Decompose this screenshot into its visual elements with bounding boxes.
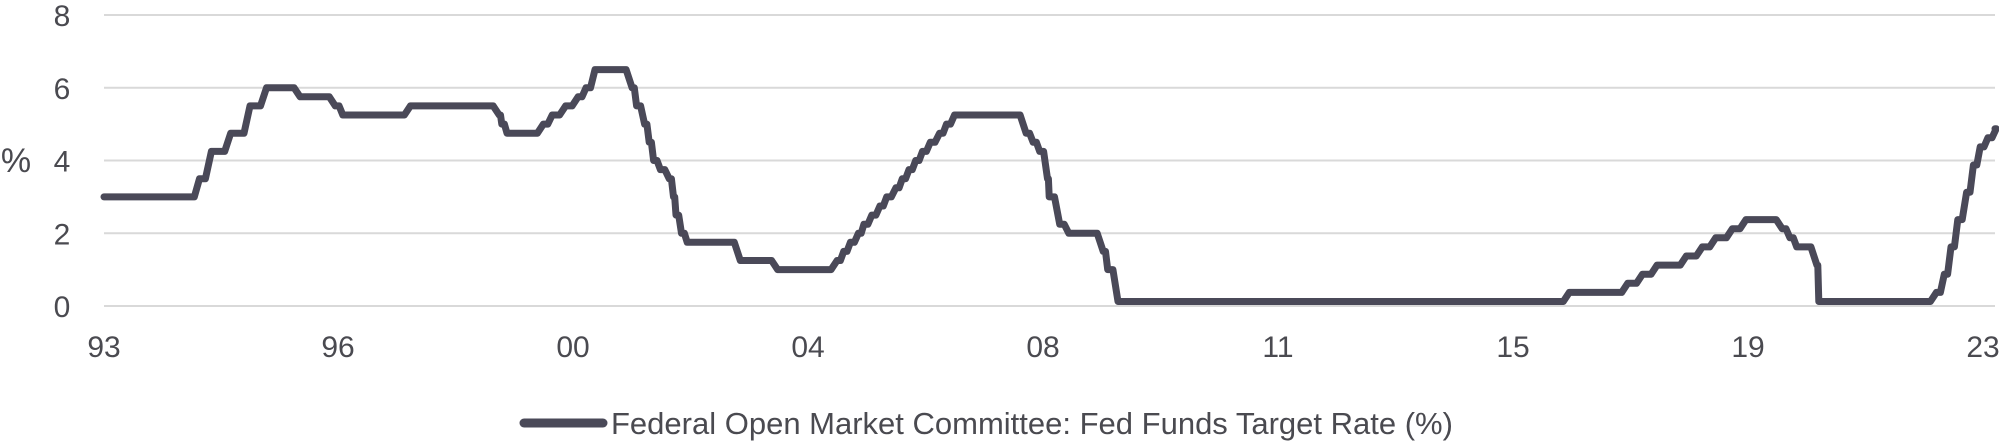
y-tick-label: 0: [54, 291, 71, 324]
y-tick-label: 4: [54, 146, 71, 179]
x-tick-label: 15: [1496, 331, 1529, 364]
x-axis-ticks: 93 96 00 04 08 11 15 19 23: [87, 331, 1999, 364]
legend: Federal Open Market Committee: Fed Funds…: [519, 406, 1453, 441]
y-tick-label: 8: [54, 0, 71, 33]
y-tick-label: 6: [54, 73, 71, 106]
x-tick-label: 96: [321, 331, 354, 364]
x-tick-label: 19: [1731, 331, 1764, 364]
y-axis-ticks: 0 2 4 6 8: [54, 0, 71, 324]
y-tick-label: 2: [54, 218, 71, 251]
x-tick-label: 04: [791, 331, 824, 364]
x-tick-label: 00: [556, 331, 589, 364]
grid-lines: [104, 14, 1995, 307]
x-tick-label: 11: [1262, 331, 1293, 364]
x-tick-label: 23: [1966, 331, 1999, 364]
legend-label: Federal Open Market Committee: Fed Funds…: [611, 406, 1453, 441]
y-axis-label: %: [1, 142, 31, 180]
series-layer: [100, 66, 1999, 305]
x-tick-label: 93: [87, 331, 120, 364]
series-line-0: [100, 66, 1999, 305]
x-tick-label: 08: [1026, 331, 1059, 364]
